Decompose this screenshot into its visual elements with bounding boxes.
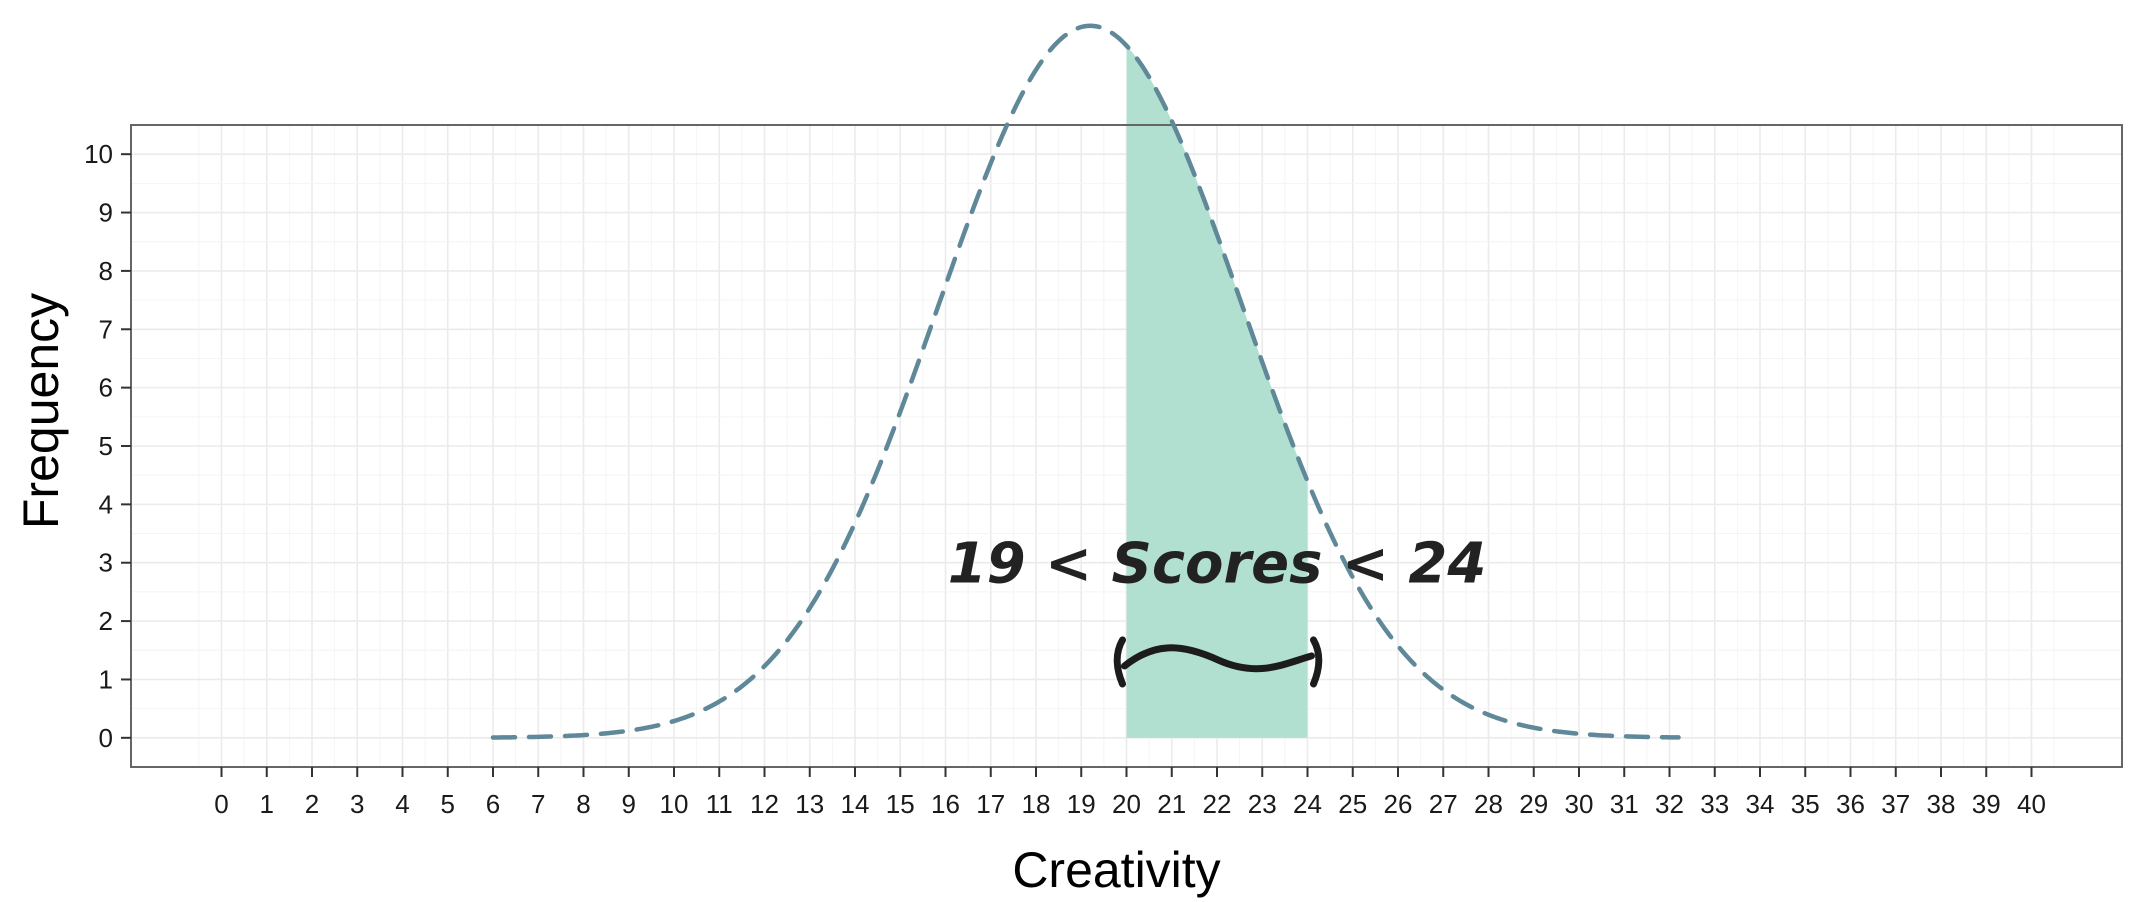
x-tick-label: 27 bbox=[1429, 789, 1458, 819]
x-tick-label: 28 bbox=[1474, 789, 1503, 819]
y-tick-label: 5 bbox=[99, 431, 113, 461]
range-annotation: 19 < Scores < 24 bbox=[948, 532, 1487, 597]
y-tick-label: 2 bbox=[99, 606, 113, 636]
x-tick-label: 21 bbox=[1157, 789, 1186, 819]
x-tick-label: 18 bbox=[1022, 789, 1051, 819]
x-tick-label: 37 bbox=[1881, 789, 1910, 819]
x-tick-label: 34 bbox=[1746, 789, 1775, 819]
x-tick-label: 16 bbox=[931, 789, 960, 819]
x-tick-label: 1 bbox=[260, 789, 274, 819]
y-tick-label: 10 bbox=[84, 139, 113, 169]
x-tick-label: 32 bbox=[1655, 789, 1684, 819]
x-tick-label: 3 bbox=[350, 789, 364, 819]
brace-layer bbox=[1113, 636, 1323, 688]
y-tick-label: 3 bbox=[99, 548, 113, 578]
x-tick-label: 7 bbox=[531, 789, 545, 819]
x-tick-label: 4 bbox=[395, 789, 409, 819]
density-curve bbox=[490, 23, 1681, 740]
x-tick-label: 35 bbox=[1791, 789, 1820, 819]
y-tick-label: 8 bbox=[99, 256, 113, 286]
x-tick-label: 5 bbox=[441, 789, 455, 819]
x-tick-label: 11 bbox=[706, 789, 733, 819]
x-tick-label: 12 bbox=[750, 789, 779, 819]
x-tick-label: 33 bbox=[1700, 789, 1729, 819]
x-tick-label: 26 bbox=[1384, 789, 1413, 819]
shaded-region bbox=[1126, 45, 1308, 738]
curly-brace bbox=[1113, 636, 1323, 688]
x-tick-label: 10 bbox=[660, 789, 689, 819]
x-axis-title: Creativity bbox=[1012, 842, 1220, 898]
x-tick-label: 15 bbox=[886, 789, 915, 819]
x-tick-label: 19 bbox=[1067, 789, 1096, 819]
y-axis-title: Frequency bbox=[13, 293, 69, 529]
x-tick-label: 0 bbox=[214, 789, 228, 819]
x-tick-label: 6 bbox=[486, 789, 500, 819]
y-tick-label: 6 bbox=[99, 373, 113, 403]
x-tick-label: 24 bbox=[1293, 789, 1322, 819]
y-tick-label: 0 bbox=[99, 723, 113, 753]
x-tick-label: 29 bbox=[1519, 789, 1548, 819]
x-tick-label: 9 bbox=[622, 789, 636, 819]
x-tick-label: 14 bbox=[841, 789, 870, 819]
shaded-area-layer bbox=[1126, 45, 1308, 738]
x-tick-label: 36 bbox=[1836, 789, 1865, 819]
x-axis: 0 1 2 3 4 5 6 7 8 9 10 11 12 13 14 15 16 17 18 19 20 21 22 23 24… bbox=[214, 767, 2046, 819]
x-tick-label: 17 bbox=[976, 789, 1005, 819]
x-tick-label: 25 bbox=[1338, 789, 1367, 819]
x-tick-label: 31 bbox=[1610, 789, 1639, 819]
x-tick-label: 22 bbox=[1203, 789, 1232, 819]
x-tick-label: 20 bbox=[1112, 789, 1141, 819]
y-tick-label: 7 bbox=[99, 314, 113, 344]
x-tick-label: 39 bbox=[1972, 789, 2001, 819]
y-tick-label: 1 bbox=[99, 664, 113, 694]
y-axis: 0 1 2 3 4 5 6 7 8 9 10 bbox=[84, 139, 131, 753]
curve-layer bbox=[490, 23, 1681, 740]
y-tick-label: 4 bbox=[99, 489, 113, 519]
x-tick-label: 13 bbox=[795, 789, 824, 819]
x-tick-label: 8 bbox=[576, 789, 590, 819]
x-tick-label: 40 bbox=[2017, 789, 2046, 819]
x-tick-label: 2 bbox=[305, 789, 319, 819]
y-tick-label: 9 bbox=[99, 198, 113, 228]
x-tick-label: 38 bbox=[1927, 789, 1956, 819]
x-tick-label: 30 bbox=[1565, 789, 1594, 819]
x-tick-label: 23 bbox=[1248, 789, 1277, 819]
